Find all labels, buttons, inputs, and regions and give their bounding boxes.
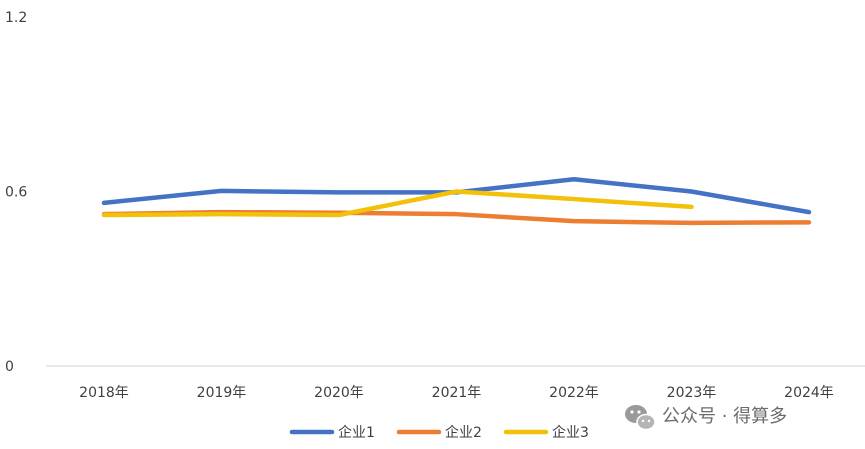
x-tick-label: 2023年 — [667, 385, 717, 401]
x-tick-label: 2020年 — [314, 385, 364, 401]
legend-item-2: 企业2 — [396, 424, 482, 441]
y-tick-label: 0.6 — [5, 185, 27, 201]
x-tick-label: 2024年 — [784, 385, 834, 401]
legend-item-3: 企业3 — [503, 424, 589, 441]
legend-label: 企业3 — [552, 424, 589, 441]
legend-item-1: 企业1 — [289, 424, 375, 441]
legend-label: 企业2 — [445, 424, 482, 441]
watermark: 公众号 · 得算多 — [625, 405, 787, 431]
x-tick-label: 2018年 — [79, 385, 129, 401]
x-tick-label: 2021年 — [432, 385, 482, 401]
series-line-1 — [101, 177, 812, 215]
series-line-3 — [101, 189, 694, 218]
legend-label: 企业1 — [338, 424, 375, 441]
y-tick-label: 0 — [5, 359, 14, 375]
x-tick-label: 2019年 — [197, 385, 247, 401]
wechat-icon — [625, 405, 656, 431]
watermark-text: 公众号 · 得算多 — [662, 406, 787, 427]
y-tick-label: 1.2 — [5, 10, 27, 26]
x-tick-label: 2022年 — [549, 385, 599, 401]
